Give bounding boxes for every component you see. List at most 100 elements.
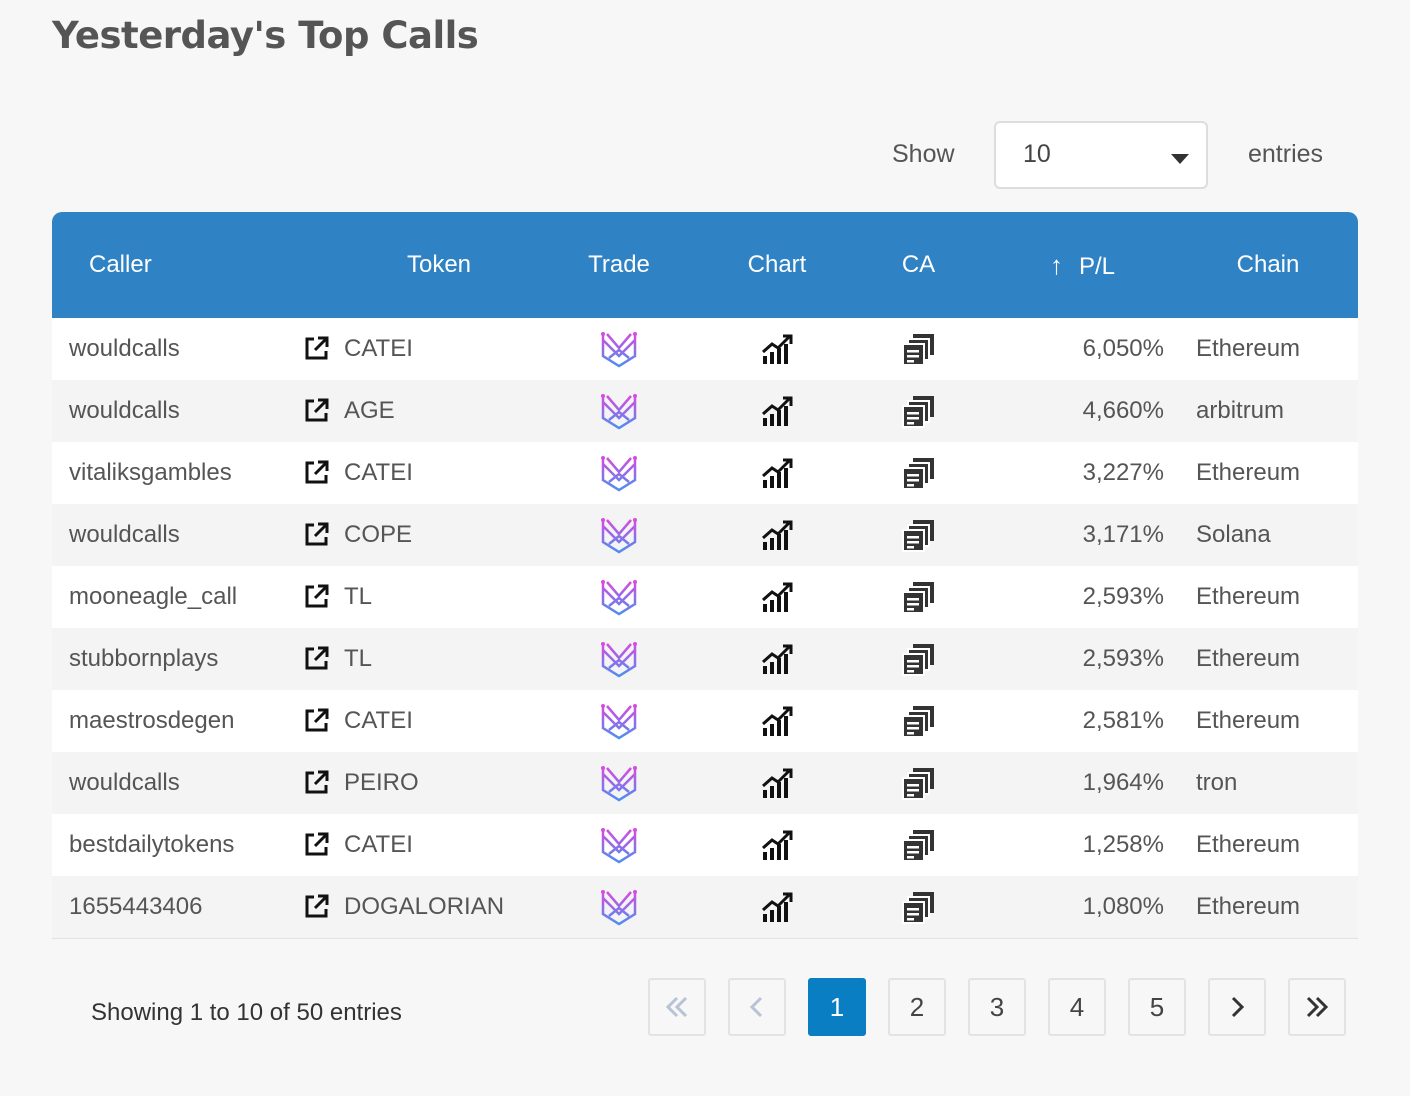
copy-contract-button[interactable] (850, 752, 987, 814)
column-header-trade[interactable]: Trade (588, 251, 650, 278)
profit-loss-value: 2,581% (1082, 707, 1164, 734)
trade-button[interactable] (534, 752, 704, 814)
page-button-1[interactable]: 1 (808, 978, 866, 1036)
column-header-chain[interactable]: Chain (1236, 251, 1300, 278)
caret-down-icon (1171, 154, 1189, 164)
copy-contract-button[interactable] (850, 690, 987, 752)
chain-name: Ethereum (1178, 876, 1358, 939)
caller-link-button[interactable] (288, 628, 344, 690)
copy-contract-button[interactable] (850, 628, 987, 690)
chart-growth-icon (760, 334, 794, 364)
caller-link-button[interactable] (288, 442, 344, 504)
copy-contract-button[interactable] (850, 876, 987, 939)
token-name: PEIRO (344, 769, 419, 796)
token-name: CATEI (344, 335, 413, 362)
caller-name[interactable]: maestrosdegen (69, 707, 235, 734)
trade-button[interactable] (534, 876, 704, 939)
caller-name[interactable]: 1655443406 (52, 876, 288, 939)
chart-button[interactable] (704, 814, 850, 876)
caller-name[interactable]: stubbornplays (69, 645, 219, 672)
caller-name[interactable]: wouldcalls (69, 397, 180, 424)
maestro-bot-icon (599, 332, 639, 368)
column-header-chart[interactable]: Chart (747, 251, 807, 278)
trade-button[interactable] (534, 504, 704, 566)
copy-contract-icon (901, 458, 936, 490)
table-row: wouldcalls CATEI 6,050% Ethereum (52, 318, 1358, 380)
copy-contract-button[interactable] (850, 318, 987, 380)
copy-contract-button[interactable] (850, 442, 987, 504)
external-link-icon (302, 583, 330, 610)
chart-button[interactable] (704, 442, 850, 504)
maestro-bot-icon (599, 889, 639, 926)
caller-name[interactable]: wouldcalls (69, 521, 180, 548)
column-header-caller[interactable]: Caller (89, 251, 152, 278)
chart-button[interactable] (704, 690, 850, 752)
caller-name[interactable]: wouldcalls (69, 335, 180, 362)
maestro-bot-icon (599, 704, 639, 740)
caller-link-button[interactable] (288, 380, 344, 442)
caller-link-button[interactable] (288, 752, 344, 814)
external-link-icon (302, 831, 330, 858)
token-name: CATEI (344, 831, 413, 858)
trade-button[interactable] (534, 690, 704, 752)
copy-contract-button[interactable] (850, 566, 987, 628)
caller-link-button[interactable] (288, 690, 344, 752)
copy-contract-button[interactable] (850, 504, 987, 566)
page-button-3[interactable]: 3 (968, 978, 1026, 1036)
caller-name[interactable]: wouldcalls (69, 769, 180, 796)
column-header-token[interactable]: Token (406, 251, 472, 278)
chart-button[interactable] (704, 504, 850, 566)
trade-button[interactable] (534, 566, 704, 628)
caller-link-button[interactable] (288, 566, 344, 628)
trade-button[interactable] (534, 380, 704, 442)
next-page-button[interactable] (1208, 978, 1266, 1036)
column-header-pl[interactable]: ↑ P/L (1049, 249, 1116, 280)
copy-contract-button[interactable] (850, 814, 987, 876)
caller-link-button[interactable] (288, 814, 344, 876)
chart-growth-icon (760, 396, 794, 426)
table-row: 1655443406 DOGALORIAN 1,080% Ethereum (52, 876, 1358, 939)
entries-per-page-value: 10 (1023, 140, 1051, 168)
column-header-ca[interactable]: CA (901, 251, 936, 278)
chart-button[interactable] (704, 566, 850, 628)
caller-name[interactable]: mooneagle_call (69, 583, 238, 610)
chart-button[interactable] (704, 380, 850, 442)
trade-button[interactable] (534, 814, 704, 876)
first-page-button[interactable] (648, 978, 706, 1036)
page-button-2[interactable]: 2 (888, 978, 946, 1036)
chart-growth-icon (760, 520, 794, 550)
last-page-button[interactable] (1288, 978, 1346, 1036)
chart-button[interactable] (704, 876, 850, 939)
caller-link-button[interactable] (288, 318, 344, 380)
chart-button[interactable] (704, 318, 850, 380)
entries-per-page-select[interactable]: 10 (994, 121, 1208, 189)
profit-loss-value: 6,050% (1082, 335, 1164, 362)
trade-button[interactable] (534, 318, 704, 380)
profit-loss-value: 3,171% (1082, 521, 1164, 548)
chart-growth-icon (760, 768, 794, 798)
chain-name: tron (1196, 769, 1238, 796)
maestro-bot-icon (599, 766, 639, 802)
table-row: wouldcalls AGE 4,660% arbitrum (52, 380, 1358, 442)
copy-contract-icon (901, 396, 936, 428)
chart-button[interactable] (704, 628, 850, 690)
copy-contract-button[interactable] (850, 380, 987, 442)
table-row: wouldcalls COPE 3,171% Solana (52, 504, 1358, 566)
table-row: stubbornplays TL 2,593% Ethereum (52, 628, 1358, 690)
previous-page-button[interactable] (728, 978, 786, 1036)
chevron-right-icon (1231, 996, 1245, 1018)
page-button-5[interactable]: 5 (1128, 978, 1186, 1036)
trade-button[interactable] (534, 442, 704, 504)
profit-loss-value: 2,593% (1082, 583, 1164, 610)
caller-name[interactable]: bestdailytokens (69, 831, 235, 858)
external-link-icon (302, 521, 330, 548)
caller-name[interactable]: vitaliksgambles (69, 459, 232, 486)
page-button-4[interactable]: 4 (1048, 978, 1106, 1036)
table-row: mooneagle_call TL 2,593% Ethereum (52, 566, 1358, 628)
chart-growth-icon (760, 706, 794, 736)
trade-button[interactable] (534, 628, 704, 690)
caller-link-button[interactable] (288, 504, 344, 566)
token-name: TL (344, 583, 373, 610)
chart-button[interactable] (704, 752, 850, 814)
caller-link-button[interactable] (288, 876, 344, 939)
